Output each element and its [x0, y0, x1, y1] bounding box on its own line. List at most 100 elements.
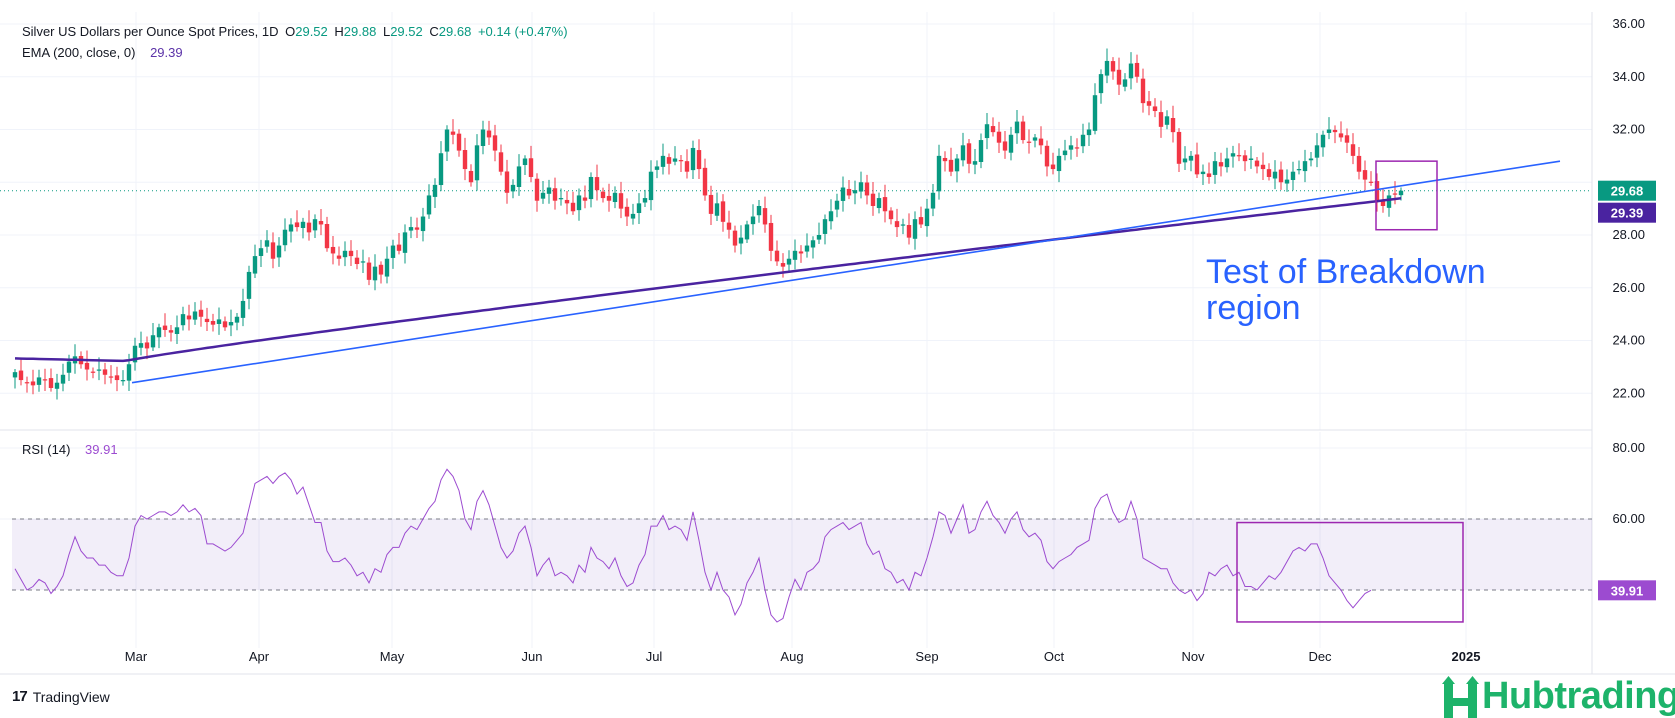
candle-body [816, 235, 822, 240]
candle-body [138, 343, 144, 348]
candle-body [864, 182, 870, 196]
candle-body [900, 224, 906, 226]
candle-body [1026, 141, 1032, 143]
candle-body [624, 206, 630, 217]
candle-body [1110, 61, 1116, 72]
rsi-axis: 80.00 60.00 [1612, 440, 1645, 526]
candle-body [810, 240, 816, 248]
price-tick-label: 26.00 [1612, 280, 1645, 295]
candle-body [600, 191, 606, 199]
candle-body [726, 222, 732, 230]
candle-body [306, 222, 312, 233]
time-tick-label: Jun [522, 649, 543, 664]
candle-body [1008, 134, 1014, 153]
candle-body [288, 224, 294, 232]
candle-body [108, 376, 114, 378]
rsi-value: 39.91 [85, 442, 118, 457]
candle-body [1344, 135, 1350, 143]
rsi-line [14, 468, 1372, 623]
rsi-label: RSI (14) [22, 442, 71, 457]
candle-body [978, 140, 984, 162]
candle-body [462, 150, 468, 170]
candle-body [852, 190, 858, 194]
candle-body [828, 211, 834, 222]
candle-body [282, 229, 288, 246]
candle-body [234, 316, 240, 323]
open-value: 29.52 [295, 24, 328, 39]
ema-badge-bg [1598, 202, 1656, 223]
rsi-tick-label: 80.00 [1612, 440, 1645, 455]
candle-body [774, 250, 780, 262]
candle-body [1158, 112, 1164, 127]
rsi-badge: 39.91 [1611, 583, 1644, 598]
candle-body [168, 330, 174, 333]
candle-body [792, 250, 798, 260]
candle-body [1248, 158, 1254, 160]
candle-body [90, 371, 96, 373]
candle-body [378, 264, 384, 275]
time-tick-label: Sep [915, 649, 938, 664]
time-tick-label: Oct [1044, 649, 1065, 664]
candle-body [1176, 131, 1182, 164]
candle-body [678, 160, 684, 162]
candle-body [1098, 74, 1104, 94]
candle-body [1398, 190, 1404, 196]
candle-body [360, 261, 366, 263]
candle-body [1320, 134, 1326, 148]
candle-body [1020, 121, 1026, 141]
candle-body [1296, 169, 1302, 171]
time-tick-label: May [380, 649, 405, 664]
candle-body [1350, 144, 1356, 156]
candle-body [300, 221, 306, 228]
price-badges: 29.68 29.39 39.91 [1598, 180, 1656, 601]
candle-body [480, 129, 486, 147]
candle-body [42, 379, 48, 381]
candle-body [1224, 158, 1230, 168]
candle-body [162, 325, 168, 330]
candle-body [750, 216, 756, 225]
candle-body [1122, 79, 1128, 87]
candle-body [576, 195, 582, 211]
ema-badge: 29.39 [1611, 206, 1644, 221]
candle-body [402, 232, 408, 253]
candle-body [1254, 160, 1260, 167]
candle-body [504, 171, 510, 193]
candle-body [486, 130, 492, 138]
candle-body [636, 203, 642, 214]
candle-body [1056, 155, 1062, 172]
ema-label: EMA (200, close, 0) [22, 45, 136, 60]
candle-body [372, 266, 378, 281]
candle-body [120, 380, 126, 382]
candle-body [612, 192, 618, 203]
candle-body [1152, 106, 1158, 112]
candle-body [114, 375, 120, 381]
candle-body [834, 200, 840, 210]
candle-body [330, 246, 336, 254]
candle-body [1290, 171, 1296, 181]
candle-body [732, 230, 738, 246]
time-tick-label: Dec [1308, 649, 1332, 664]
candle-body [924, 208, 930, 227]
candle-body [654, 166, 660, 170]
candle-body [450, 131, 456, 135]
hubtrading-brand: Hubtrading [1442, 676, 1675, 718]
candle-body [840, 187, 846, 201]
candle-body [1386, 195, 1392, 208]
candle-body [1170, 118, 1176, 133]
candle-body [1086, 129, 1092, 136]
candle-body [552, 188, 558, 201]
candle-body [30, 381, 36, 386]
candle-body [648, 171, 654, 201]
candle-body [1380, 200, 1386, 206]
rsi-legend: RSI (14) 39.91 [22, 442, 121, 457]
candle-body [870, 193, 876, 206]
hubtrading-logo-icon [1442, 676, 1479, 718]
candle-body [1194, 154, 1200, 175]
candle-body [258, 248, 264, 256]
candle-body [1146, 101, 1152, 106]
rsi-band [12, 519, 1592, 590]
candle-body [966, 143, 972, 164]
time-tick-label: Mar [125, 649, 148, 664]
candle-body [396, 244, 402, 251]
candle-body [432, 184, 438, 197]
